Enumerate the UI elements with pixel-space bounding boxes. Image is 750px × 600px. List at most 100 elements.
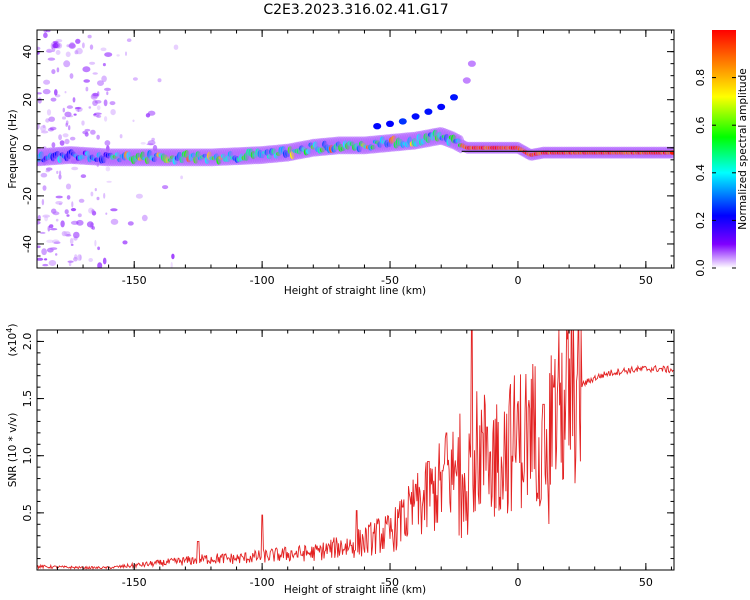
spectrogram-noise-cell <box>62 116 66 120</box>
spectrogram-noise-cell <box>74 107 82 110</box>
colorbar-gradient <box>712 30 736 268</box>
spectrogram-noise-cell <box>46 239 54 243</box>
spectrogram-noise-cell <box>97 80 104 86</box>
spectrogram-noise-cell <box>65 120 69 125</box>
colorbar-ticks: 0.0 0.2 0.4 0.6 0.8 <box>694 69 736 277</box>
spectrogram-noise-cell <box>66 105 73 109</box>
spectrogram-noise-cell <box>106 180 112 183</box>
spectrogram-noise-cell <box>96 134 100 140</box>
x-tick-label: 0 <box>514 576 521 589</box>
spectrogram-noise-cell <box>42 263 49 267</box>
spectrogram-noise-cell <box>44 215 48 222</box>
spectrogram-noise-cell <box>103 99 108 107</box>
spectrogram-noise-cell <box>141 214 148 222</box>
spectrogram-noise-cell <box>69 238 74 245</box>
snr-marks <box>37 330 674 570</box>
spectrogram-noise-cell <box>125 51 127 56</box>
spectrogram-noise-cell <box>64 138 70 145</box>
x-tick-label: -50 <box>381 274 399 287</box>
spectrogram-noise-cell <box>48 260 57 266</box>
spectrogram-noise-cell <box>96 114 102 118</box>
spectrogram-noise-cell <box>46 48 53 53</box>
spectrogram-noise-cell <box>47 127 54 132</box>
spectrogram-noise-cell <box>157 78 162 83</box>
spectrogram-noise-cell <box>68 125 71 131</box>
spectrogram-noise-cell <box>49 126 57 131</box>
spectrogram-noise-cell <box>55 253 58 256</box>
spectrogram-noise-cell <box>42 185 47 191</box>
spectrogram-noise-cell <box>73 231 80 239</box>
spectrogram-ticks: -150 -100 -50 0 50 -40 -20 0 20 40 <box>21 30 674 287</box>
spectrogram-noise-cell <box>173 44 179 50</box>
colorbar-tick-label: 0.6 <box>694 116 707 134</box>
spectrogram-noise-cell <box>37 215 41 221</box>
x-tick-label: -100 <box>250 576 275 589</box>
spectrogram-noise-cell <box>110 208 118 212</box>
spectrogram-noise-cell <box>70 208 77 212</box>
y-tick-label: 0 <box>21 144 34 151</box>
colorbar-label: Normalized spectral amplitude <box>737 68 749 229</box>
spectrogram-noise-cell <box>135 193 143 199</box>
y-tick-label: 1.0 <box>21 447 34 465</box>
colorbar: 0.0 0.2 0.4 0.6 0.8 Normalized spectral ampl… <box>694 30 749 277</box>
spectrogram-noise-cell <box>81 120 85 126</box>
spectrogram-noise-cell <box>62 107 65 113</box>
chart-title: C2E3.2023.316.02.41.G17 <box>263 2 448 18</box>
spectrogram-noise-cell <box>103 192 106 199</box>
snr-panel: -150 -100 -50 0 50 0.5 1.0 1.5 2.0 Height of str… <box>5 324 675 596</box>
x-tick-label: -50 <box>381 576 399 589</box>
spectrogram-noise-cell <box>52 211 60 216</box>
spectrogram-noise-cell <box>119 134 123 139</box>
spectrogram-noise-cell <box>59 170 62 177</box>
spectrogram-noise-cell <box>46 109 52 116</box>
spectrogram-noise-cell <box>79 254 82 261</box>
spectrogram-noise-cell <box>89 44 94 50</box>
spectrogram-noise-cell <box>97 262 103 268</box>
spectrogram-noise-cell <box>37 245 41 249</box>
spectrogram-noise-cell <box>96 105 101 111</box>
spectrogram-noise-cell <box>82 66 91 73</box>
spectrogram-noise-cell <box>52 239 60 244</box>
spectrogram-noise-cell <box>64 111 72 118</box>
colorbar-tick-label: 0.0 <box>694 259 707 277</box>
spectrogram-noise-cell <box>60 220 65 228</box>
spectrogram-noise-cell <box>43 79 51 85</box>
spectrogram-noise-cell <box>48 116 55 122</box>
spectrogram-noise-cell <box>58 202 63 206</box>
spectrogram-noise-cell <box>64 209 69 215</box>
spectrogram-noise-cell <box>56 67 60 73</box>
y-tick-label: 0.5 <box>21 504 34 522</box>
spectrogram-noise-cell <box>116 54 120 57</box>
y-tick-label: 1.5 <box>21 390 34 408</box>
spectrogram-noise-cell <box>90 191 94 197</box>
spectrogram-noise-cell <box>147 110 156 116</box>
spectrogram-noise-cell <box>162 185 169 190</box>
spectrogram-noise-cell <box>132 119 135 123</box>
spectrogram-noise-cell <box>85 86 89 92</box>
x-tick-label: 50 <box>639 576 653 589</box>
spectrogram-noise-cell <box>100 47 107 52</box>
spectrogram-noise-cell <box>66 214 70 217</box>
x-tick-label: -150 <box>122 576 147 589</box>
spectrogram-noise-cell <box>105 166 111 172</box>
spectrogram-noise-cell <box>37 123 40 130</box>
spectrogram-noise-cell <box>70 136 76 141</box>
snr-scale-factor: (x104) <box>5 324 20 357</box>
spectrogram-noise-cell <box>132 77 138 81</box>
spectrogram-branch-cell <box>450 94 458 101</box>
spectrogram-noise-cell <box>55 39 63 43</box>
spectrogram-noise-cell <box>90 129 96 135</box>
spectrogram-noise-cell <box>68 261 72 267</box>
spectrogram-noise-cell <box>96 196 100 201</box>
spectrogram-noise-cell <box>55 201 63 205</box>
spectrogram-noise-cell <box>41 198 45 206</box>
spectrogram-noise-cell <box>126 38 132 42</box>
spectrogram-noise-cell <box>62 133 69 138</box>
spectrogram-noise-cell <box>45 167 53 171</box>
spectrogram-noise-cell <box>97 246 100 251</box>
spectrogram-branch-cell <box>411 113 420 120</box>
x-tick-label: -100 <box>250 274 275 287</box>
spectrogram-noise-cell <box>44 258 48 261</box>
spectrogram-noise-cell <box>55 195 63 199</box>
